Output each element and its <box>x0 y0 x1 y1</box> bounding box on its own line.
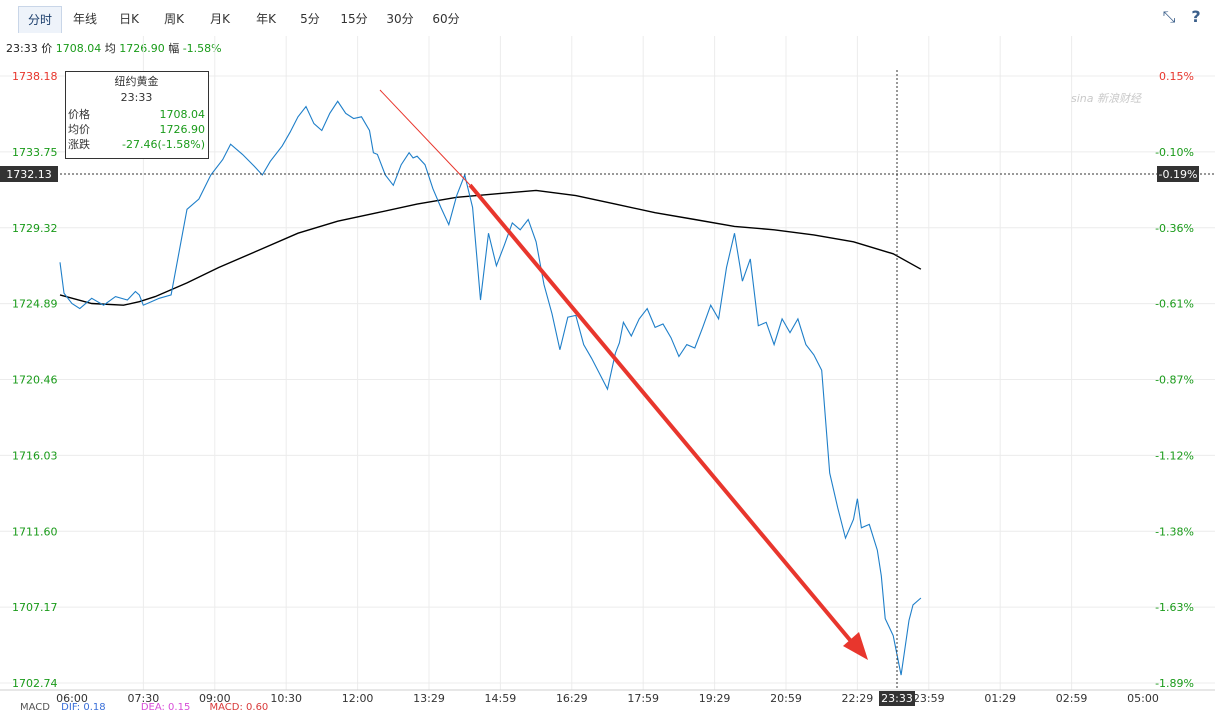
tab-15min[interactable]: 15分 <box>340 12 368 26</box>
crosshair-pct-label: -0.19% <box>1159 168 1198 181</box>
crosshair-time-box <box>879 691 915 706</box>
crosshair-price-label: 1732.13 <box>6 168 52 181</box>
y-tick-label: 1702.74 <box>12 677 58 690</box>
macd-value: MACD: 0.60 <box>209 702 269 713</box>
tooltip-avg-value: 1726.90 <box>159 123 206 136</box>
trend-arrow-shaft <box>468 183 857 648</box>
x-tick-label: 10:30 <box>270 692 302 705</box>
trend-arrow-head <box>843 632 868 660</box>
tab-weekly-k[interactable]: 周K <box>164 12 184 26</box>
sina-finance-watermark: sina 新浪财经 <box>1071 92 1141 105</box>
x-tick-label: 22:29 <box>842 692 874 705</box>
tab-60min[interactable]: 60分 <box>432 12 460 26</box>
pct-tick-label: -1.89% <box>1155 677 1194 690</box>
tooltip-price-value: 1708.04 <box>159 108 206 121</box>
price-line <box>59 100 922 676</box>
tab-monthly-k[interactable]: 月K <box>210 12 230 26</box>
y-tick-label: 1707.17 <box>12 601 58 614</box>
x-tick-label: 05:00 <box>1127 692 1159 705</box>
x-tick-label: 16:29 <box>556 692 588 705</box>
tooltip-change-value: -27.46(-1.58%) <box>122 138 205 151</box>
pct-tick-label: -1.38% <box>1155 525 1194 538</box>
x-tick-label: 06:00 <box>56 692 88 705</box>
x-tick-label: 09:00 <box>199 692 231 705</box>
pct-tick-label: -1.63% <box>1155 601 1194 614</box>
pct-tick-label: -0.61% <box>1155 298 1194 311</box>
tooltip-price-label: 价格 <box>68 108 90 121</box>
macd-dif: DIF: 0.18 <box>61 702 106 713</box>
pct-tick-label: -0.10% <box>1155 146 1194 159</box>
y-tick-label: 1729.32 <box>12 222 58 235</box>
x-tick-label: 19:29 <box>699 692 731 705</box>
y-tick-label: 1733.75 <box>12 146 58 159</box>
x-tick-label: 13:29 <box>413 692 445 705</box>
pct-tick-label: -0.87% <box>1155 374 1194 387</box>
info-change-label: 幅 <box>168 42 180 55</box>
x-tick-label: 17:59 <box>627 692 659 705</box>
tab-5min[interactable]: 5分 <box>300 12 320 26</box>
info-time: 23:33 <box>6 42 38 55</box>
crosshair-price-box <box>0 166 58 182</box>
x-tick-label: 01:29 <box>984 692 1016 705</box>
period-tab-bar: 分时 年线 日K 周K 月K 年K 5分 15分 30分 60分 ⤡ ? <box>0 0 1215 36</box>
pct-tick-label: 0.15% <box>1159 70 1194 83</box>
macd-legend: MACD DIF: 0.18 DEA: 0.15 MACD: 0.60 <box>20 702 268 713</box>
x-tick-label: 02:59 <box>1056 692 1088 705</box>
pct-tick-label: -1.12% <box>1155 449 1194 462</box>
trend-arrow-thin <box>379 89 471 186</box>
question-icon[interactable]: ? <box>1191 7 1201 26</box>
price-info-bar: 23:33 价 1708.04 均 1726.90 幅 -1.58% <box>6 40 222 56</box>
tab-year-line[interactable]: 年线 <box>72 12 97 26</box>
tab-yearly-k[interactable]: 年K <box>256 12 276 26</box>
macd-title: MACD <box>20 702 50 713</box>
hover-tooltip: 纽约黄金 23:33 价格 1708.04 均价 1726.90 涨跌 -27.46(… <box>65 71 209 159</box>
info-avg: 1726.90 <box>119 42 165 55</box>
tooltip-title: 纽约黄金 <box>114 75 159 88</box>
info-change: -1.58% <box>182 42 222 55</box>
tab-daily-k[interactable]: 日K <box>119 12 139 26</box>
x-tick-label: 14:59 <box>485 692 517 705</box>
tab-30min[interactable]: 30分 <box>386 12 414 26</box>
info-avg-label: 均 <box>104 42 116 55</box>
y-tick-label: 1711.60 <box>12 525 58 538</box>
tooltip-avg-label: 均价 <box>68 123 90 136</box>
y-tick-label: 1724.89 <box>12 298 58 311</box>
pct-tick-label: -0.36% <box>1155 222 1194 235</box>
info-price: 1708.04 <box>55 42 102 55</box>
info-price-label: 价 <box>41 42 53 55</box>
crosshair-time-label: 23:33 <box>881 692 913 705</box>
collapse-icon[interactable]: ⤡ <box>1162 7 1176 26</box>
y-tick-label: 1716.03 <box>12 449 58 462</box>
y-tick-label: 1738.18 <box>12 70 58 83</box>
tab-intraday[interactable]: 分时 <box>18 6 62 33</box>
macd-dea: DEA: 0.15 <box>140 702 191 713</box>
x-tick-label: 07:30 <box>128 692 160 705</box>
tooltip-change-label: 涨跌 <box>68 138 90 151</box>
tooltip-time: 23:33 <box>120 91 153 104</box>
x-tick-label: 23:59 <box>913 692 945 705</box>
x-tick-label: 20:59 <box>770 692 802 705</box>
x-tick-label: 12:00 <box>342 692 374 705</box>
y-tick-label: 1720.46 <box>12 374 58 387</box>
crosshair-pct-box <box>1157 166 1199 182</box>
